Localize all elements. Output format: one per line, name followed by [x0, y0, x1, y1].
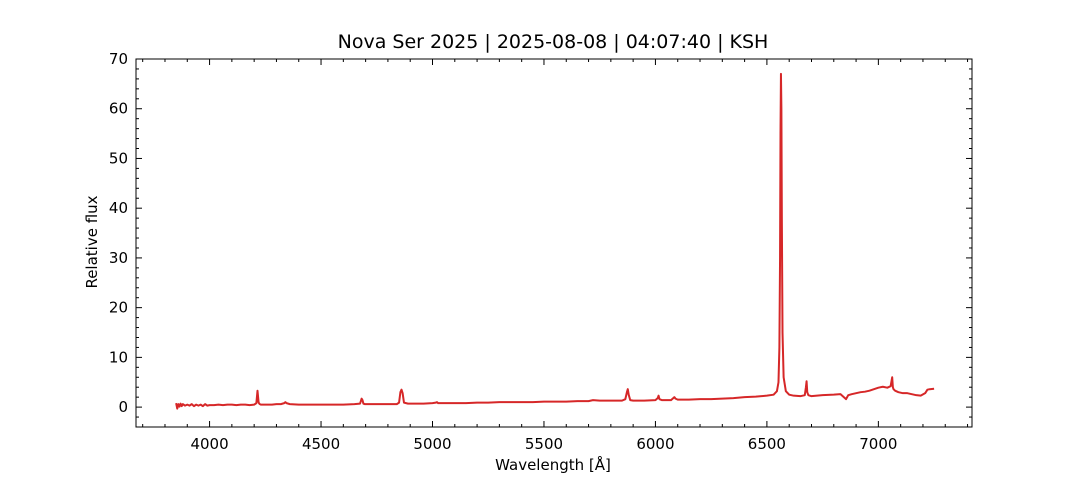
- plot-frame: [135, 58, 973, 428]
- x-tick-label: 5000: [413, 435, 451, 453]
- x-tick-label: 7000: [859, 435, 897, 453]
- x-tick-label: 4500: [302, 435, 340, 453]
- spectrum-line: [175, 72, 935, 410]
- x-axis-label: Wavelength [Å]: [495, 455, 611, 474]
- y-tick-label: 10: [109, 348, 128, 366]
- x-tick-label: 6000: [636, 435, 674, 453]
- x-tick-label: 6500: [748, 435, 786, 453]
- y-tick-label: 40: [109, 199, 128, 217]
- y-axis-label: Relative flux: [83, 195, 101, 288]
- y-tick-label: 0: [118, 398, 128, 416]
- x-tick-label: 4000: [190, 435, 228, 453]
- y-tick-label: 20: [109, 299, 128, 317]
- x-axis-ticks: 4000 4500 5000 5500 6000 6500 7000: [142, 59, 969, 453]
- y-tick-label: 50: [109, 149, 128, 167]
- y-tick-label: 70: [109, 50, 128, 68]
- y-tick-label: 30: [109, 249, 128, 267]
- y-tick-label: 60: [109, 100, 128, 118]
- x-tick-label: 5500: [525, 435, 563, 453]
- chart-title: Nova Ser 2025 | 2025-08-08 | 04:07:40 | …: [338, 31, 769, 53]
